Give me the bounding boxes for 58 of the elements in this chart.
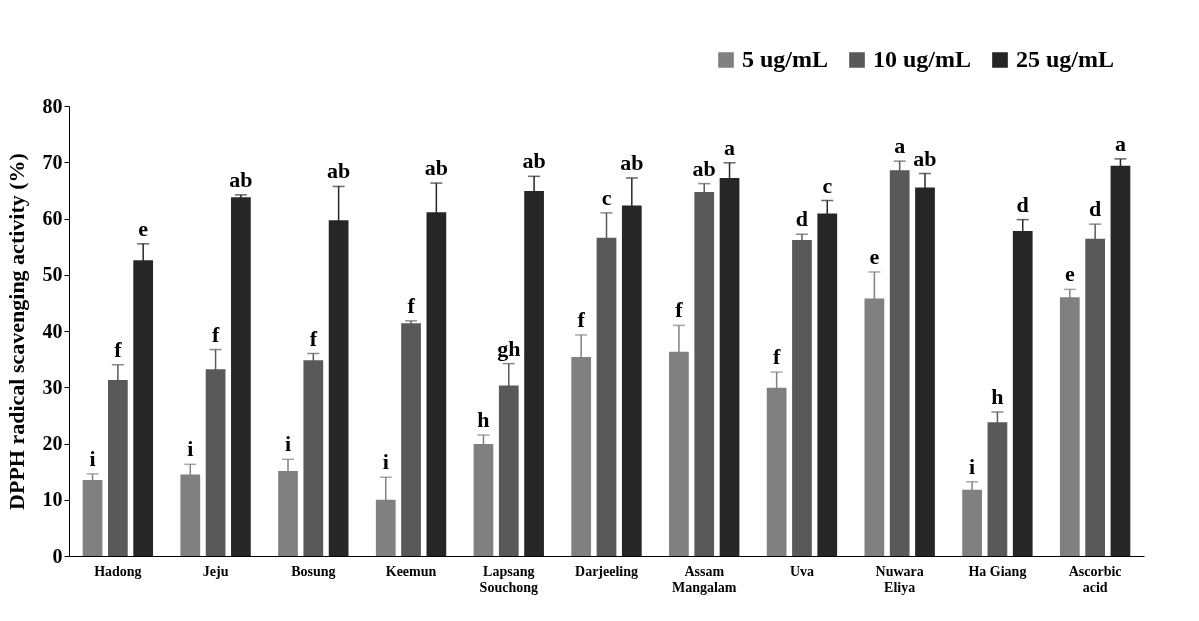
data-label: h <box>991 384 1004 409</box>
data-label: f <box>675 297 684 323</box>
data-label: ab <box>327 158 351 184</box>
data-label: f <box>211 321 220 347</box>
x-tick-label: Assam Mangalam <box>671 563 737 595</box>
x-tick-label: Darjeeling <box>575 563 638 579</box>
data-label: gh <box>497 335 521 361</box>
y-tick-label: 20 <box>42 432 63 454</box>
data-label: i <box>284 431 292 457</box>
y-axis-title: DPPH radical scavenging activity (%) <box>3 153 29 510</box>
legend-label: 10 ug/mL <box>873 46 972 72</box>
x-tick-label: Jeju <box>202 563 229 579</box>
y-tick-label: 60 <box>42 207 63 229</box>
legend-label: 25 ug/mL <box>1016 46 1115 72</box>
data-label: f <box>577 306 586 332</box>
data-label: d <box>795 206 809 232</box>
x-tick-label: Bosung <box>291 563 336 579</box>
data-label: c <box>601 184 612 210</box>
data-label: i <box>969 453 976 479</box>
y-tick-label: 30 <box>42 375 63 398</box>
data-label: f <box>772 344 781 370</box>
x-tick-label: Keemun <box>385 563 437 579</box>
data-label: ab <box>692 155 716 181</box>
x-tick-label: Hadong <box>94 563 142 579</box>
data-label: f <box>407 292 416 318</box>
data-label: ab <box>913 145 937 171</box>
data-label: a <box>894 133 906 159</box>
data-label: f <box>114 336 123 362</box>
data-label: h <box>477 407 490 433</box>
data-label: c <box>822 172 833 198</box>
x-tick-label: Lapsang Souchong <box>479 563 538 595</box>
data-label: a <box>724 134 736 160</box>
legend-label: 5 ug/mL <box>742 46 829 72</box>
data-label: d <box>1089 196 1102 222</box>
y-tick-label: 50 <box>42 263 63 286</box>
x-tick-label: Uva <box>789 563 815 579</box>
x-tick-label: Nuwara Eliya <box>875 563 924 595</box>
x-tick-label: Ha Giang <box>968 563 1027 579</box>
y-tick-label: 70 <box>42 150 63 173</box>
data-label: ab <box>522 148 546 174</box>
data-label: i <box>89 445 96 471</box>
data-label: e <box>1064 261 1075 287</box>
y-tick-label: 10 <box>42 488 63 511</box>
data-label: a <box>1114 130 1126 156</box>
data-label: e <box>138 215 149 241</box>
data-label: i <box>382 449 389 475</box>
data-label: e <box>869 243 880 269</box>
data-label: i <box>187 436 194 462</box>
y-tick-label: 40 <box>42 319 63 342</box>
x-tick-label: Ascorbic acid <box>1068 563 1122 595</box>
data-label: ab <box>620 150 644 175</box>
data-label: ab <box>424 155 448 181</box>
data-label: f <box>309 325 318 351</box>
data-label: ab <box>229 166 253 192</box>
y-tick-label: 0 <box>52 544 63 567</box>
bar <box>792 239 812 556</box>
data-label: d <box>1016 191 1029 217</box>
y-tick-label: 80 <box>42 94 63 117</box>
